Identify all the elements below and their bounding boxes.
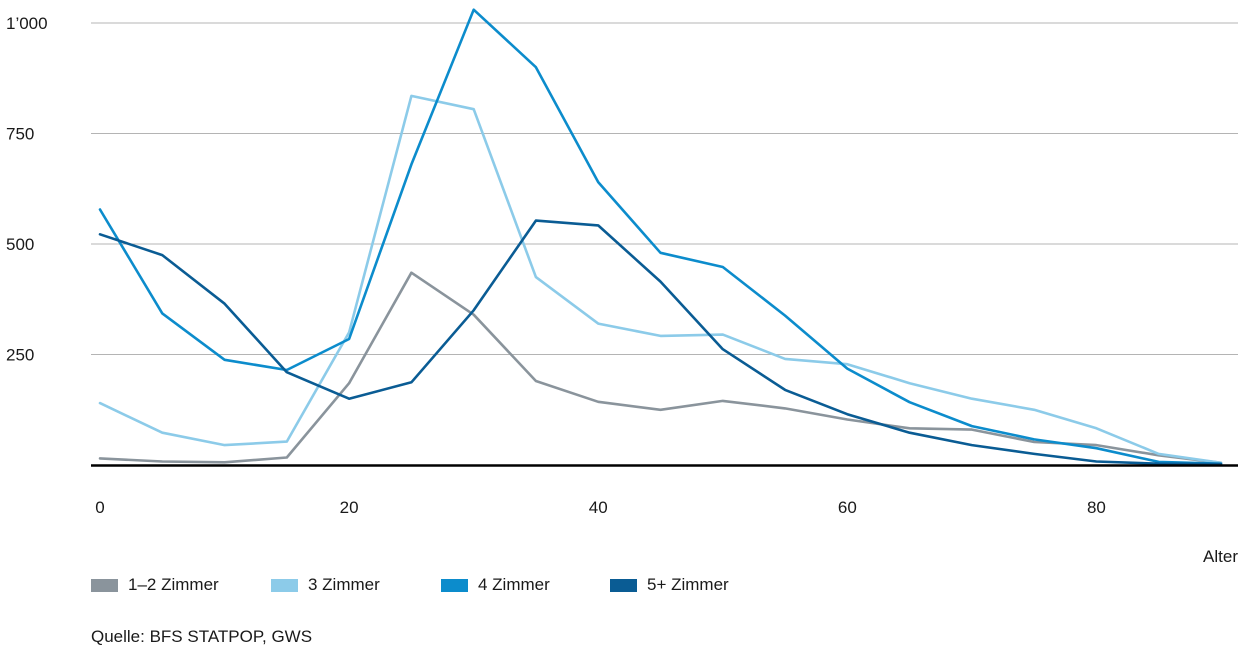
- y-tick-labels: 250 500 750 1’000: [6, 14, 48, 365]
- x-tick-labels: 0 20 40 60 80: [95, 498, 1106, 517]
- legend-swatch: [610, 578, 637, 592]
- legend-label: 1–2 Zimmer: [128, 575, 219, 594]
- source-note: Quelle: BFS STATPOP, GWS: [91, 627, 313, 646]
- legend-swatch: [91, 578, 118, 592]
- x-axis-label: Alter: [1203, 547, 1238, 566]
- y-tick-label: 1’000: [6, 14, 48, 33]
- series-line-4: [98, 219, 1223, 466]
- legend-label: 3 Zimmer: [308, 575, 380, 594]
- y-tick-label: 250: [6, 346, 34, 365]
- x-tick-label: 80: [1087, 498, 1106, 517]
- legend-label: 4 Zimmer: [478, 575, 550, 594]
- line-chart: 250 500 750 1’000 0 20 40 60 80 Alter: [6, 8, 1238, 566]
- y-tick-label: 750: [6, 125, 34, 144]
- legend-swatch: [271, 578, 298, 592]
- y-tick-label: 500: [6, 235, 34, 254]
- series-lines: [98, 8, 1223, 466]
- x-tick-label: 20: [340, 498, 359, 517]
- legend-item: 3 Zimmer: [271, 575, 441, 595]
- grid-lines: [91, 22, 1238, 355]
- legend-swatch: [441, 578, 468, 592]
- series-line-3: [98, 8, 1223, 466]
- x-tick-label: 60: [838, 498, 857, 517]
- legend-item: 5+ Zimmer: [610, 575, 750, 595]
- x-tick-label: 40: [589, 498, 608, 517]
- series-line-2: [98, 94, 1223, 465]
- legend-label: 5+ Zimmer: [647, 575, 729, 594]
- legend: 1–2 Zimmer 3 Zimmer 4 Zimmer 5+ Zimmer: [91, 575, 750, 595]
- x-tick-label: 0: [95, 498, 104, 517]
- series-line-1: [98, 271, 1223, 465]
- legend-item: 4 Zimmer: [441, 575, 610, 595]
- legend-item: 1–2 Zimmer: [91, 575, 271, 595]
